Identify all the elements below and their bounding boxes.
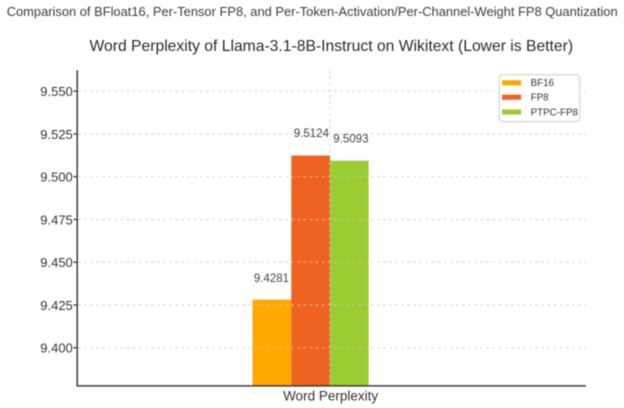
svg-text:9.5093: 9.5093 [333,133,368,145]
svg-text:9.450: 9.450 [40,255,73,270]
svg-text:FP8: FP8 [531,93,550,104]
svg-text:BF16: BF16 [531,78,555,89]
svg-text:9.550: 9.550 [40,84,73,99]
svg-text:Word Perplexity: Word Perplexity [283,388,378,403]
svg-text:9.475: 9.475 [40,212,73,227]
svg-text:Comparison of BFloat16, Per-Te: Comparison of BFloat16, Per-Tensor FP8, … [7,4,618,19]
svg-text:PTPC-FP8: PTPC-FP8 [531,108,579,119]
svg-text:9.500: 9.500 [40,170,73,185]
svg-text:9.425: 9.425 [40,298,73,313]
svg-text:9.400: 9.400 [40,341,73,356]
svg-text:9.5124: 9.5124 [294,128,330,140]
svg-text:Word Perplexity of Llama-3.1-8: Word Perplexity of Llama-3.1-8B-Instruct… [90,38,574,55]
svg-text:9.525: 9.525 [40,127,73,142]
svg-text:9.4281: 9.4281 [254,273,289,285]
